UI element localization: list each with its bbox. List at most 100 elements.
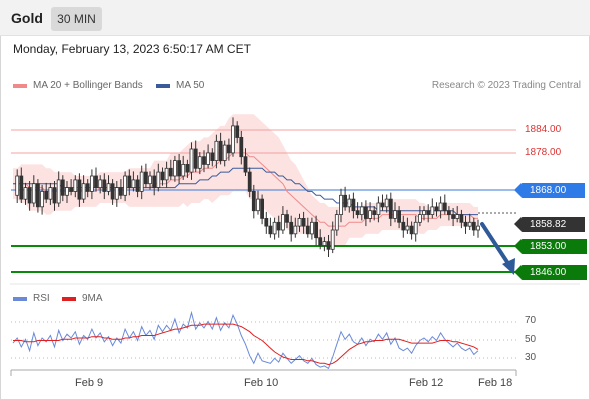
candle <box>77 173 82 207</box>
x-tick-feb10: Feb 10 <box>244 377 279 389</box>
candle <box>359 202 364 221</box>
candle-body <box>430 206 435 215</box>
candle <box>48 182 53 205</box>
rsi-tick-30: 30 <box>525 352 537 363</box>
candle <box>355 202 360 219</box>
chart-datetime: Monday, February 13, 2023 6:50:17 AM CET <box>13 42 251 56</box>
candle-body <box>239 136 244 158</box>
candle <box>52 181 57 211</box>
candle <box>339 188 343 223</box>
candle <box>156 163 161 192</box>
candle-body <box>98 179 103 188</box>
candle-body <box>368 210 373 219</box>
ma9-swatch <box>62 296 76 301</box>
candle <box>260 194 265 225</box>
x-tick-feb18: Feb 18 <box>478 377 513 389</box>
candle-body <box>106 183 111 192</box>
candle <box>334 209 339 236</box>
candle-body <box>264 217 269 227</box>
rsi-tick-70: 70 <box>525 315 537 326</box>
candle <box>98 175 103 194</box>
candle <box>114 181 119 207</box>
candle-body <box>318 237 323 246</box>
candle <box>73 175 78 198</box>
candle-body <box>164 167 169 181</box>
candle-body <box>405 225 410 231</box>
candle <box>239 130 244 165</box>
candle-body <box>297 217 302 227</box>
candle-body <box>322 241 327 246</box>
legend-ma20-label: MA 20 + Bollinger Bands <box>33 80 143 91</box>
candle <box>81 175 86 203</box>
candle <box>243 148 248 176</box>
candle-body <box>251 190 256 212</box>
timeframe-button[interactable]: 30 MIN <box>51 7 102 31</box>
candle-body <box>476 225 480 231</box>
ma20-swatch <box>13 83 27 88</box>
candle <box>467 213 472 230</box>
symbol-title: Gold <box>11 10 43 26</box>
candle-body <box>168 167 173 177</box>
candle <box>285 209 289 229</box>
candle <box>434 202 439 217</box>
candle-body <box>52 187 57 204</box>
candle <box>40 184 44 215</box>
candle <box>94 167 98 192</box>
candle <box>476 219 480 238</box>
candle <box>106 175 111 196</box>
candle-body <box>359 206 364 215</box>
candle-body <box>372 210 377 215</box>
candle <box>135 175 140 198</box>
candle <box>65 181 69 203</box>
candle-body <box>446 210 451 215</box>
candle <box>222 140 227 167</box>
candle-body <box>422 210 426 215</box>
candle <box>160 167 165 186</box>
candle-body <box>131 179 136 188</box>
rsi-ma9-line <box>13 323 479 366</box>
x-tick-feb12: Feb 12 <box>409 377 444 389</box>
candle-body <box>148 175 152 185</box>
forecast-arrow <box>480 222 515 275</box>
candle-body <box>77 179 82 200</box>
candle-body <box>256 198 260 212</box>
legend-ma50: MA 50 <box>156 80 204 91</box>
legend-rsi: RSI <box>13 293 50 304</box>
pivot-price-tag: 1868.00 <box>514 183 585 198</box>
legend-ma50-label: MA 50 <box>176 80 205 91</box>
candle-body <box>442 202 447 212</box>
candle <box>363 200 368 227</box>
candle-body <box>19 175 24 200</box>
candle-body <box>193 148 198 169</box>
candle-body <box>285 214 289 223</box>
candle <box>139 165 144 200</box>
candle <box>27 181 32 211</box>
candle <box>413 215 418 242</box>
candle <box>463 215 468 234</box>
candles <box>15 117 480 257</box>
candle-body <box>210 152 215 161</box>
candle-body <box>260 198 265 219</box>
legend-ma20-bb: MA 20 + Bollinger Bands <box>13 80 143 91</box>
candle-body <box>384 198 389 208</box>
candle-body <box>189 148 194 173</box>
candle <box>309 217 314 240</box>
candle <box>451 208 456 227</box>
candle-body <box>110 183 115 200</box>
candle-body <box>202 156 206 165</box>
support-1-tag: 1853.00 <box>514 239 587 254</box>
candle <box>326 235 331 257</box>
candle-body <box>15 175 20 196</box>
candle <box>152 169 157 196</box>
candle-body <box>376 202 381 216</box>
candle <box>210 148 215 167</box>
candle <box>268 217 273 238</box>
candle-body <box>289 221 294 235</box>
legend-rsi-label: RSI <box>33 293 50 304</box>
candle-body <box>417 214 422 223</box>
candle-body <box>139 171 144 192</box>
candle <box>388 192 393 227</box>
candle <box>305 217 310 238</box>
candle <box>56 171 61 207</box>
candle <box>471 217 476 236</box>
